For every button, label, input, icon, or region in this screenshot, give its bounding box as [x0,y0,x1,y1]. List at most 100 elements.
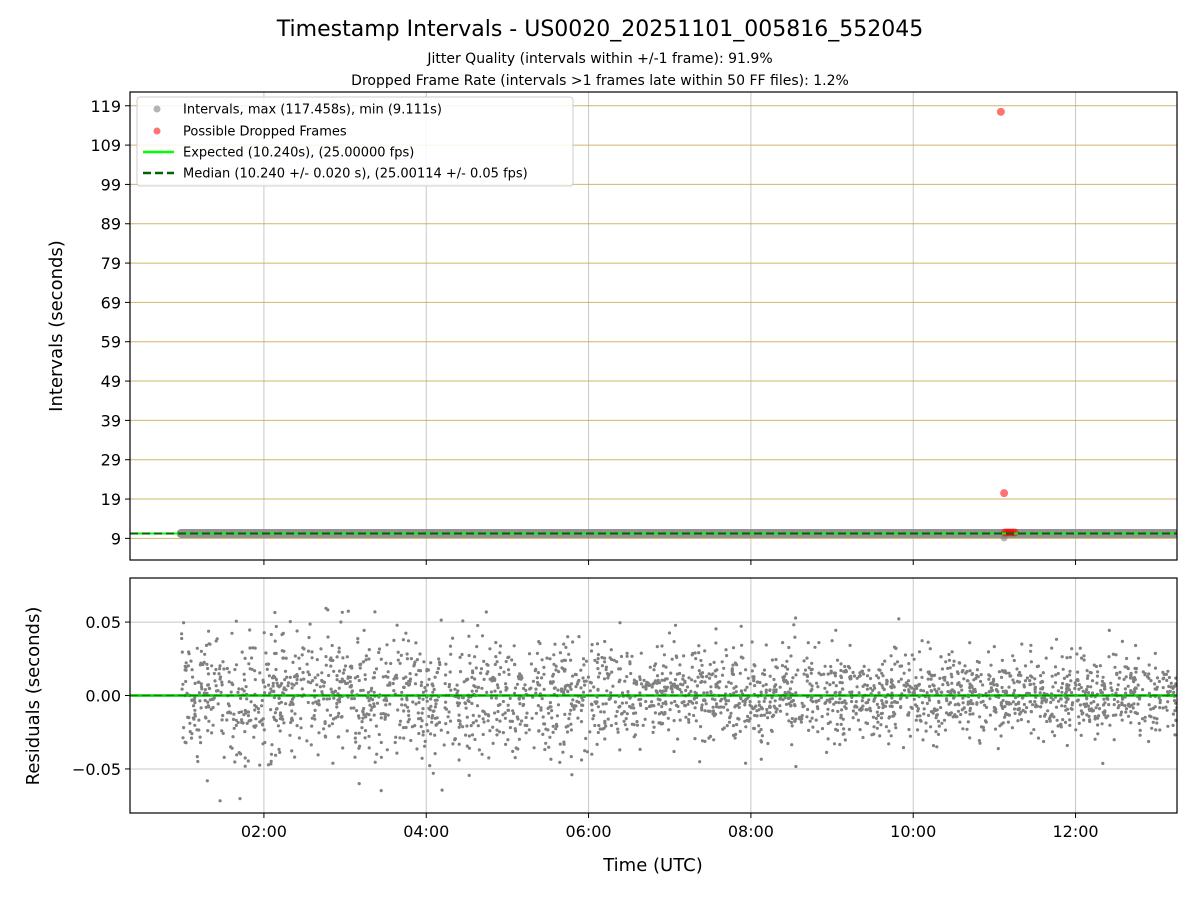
residual-point [1119,710,1124,714]
residual-point [737,701,741,706]
residual-point [675,655,679,660]
residual-point [574,673,578,677]
residual-point [408,672,412,676]
residual-point [386,670,390,674]
residual-point [242,678,247,682]
residual-point [366,696,370,700]
residual-point [875,726,879,730]
residual-point [683,704,688,708]
residual-point [840,701,844,705]
residual-point [934,730,938,734]
residual-point [681,674,685,678]
residual-point [632,678,637,682]
residual-point [1088,719,1092,724]
residual-point [1001,721,1005,725]
residual-point [803,668,808,672]
residual-point [1158,728,1162,732]
residual-point [844,668,848,673]
residual-point [1114,691,1118,695]
residual-point [377,647,382,651]
residual-point [198,699,202,703]
residual-point [760,713,764,718]
residual-point [498,644,503,648]
residual-point [310,716,314,720]
residual-point [331,717,336,721]
residual-point [935,745,939,749]
residual-point [1067,688,1072,692]
residual-point [634,711,638,715]
residual-point [592,685,596,689]
residual-point [726,708,730,712]
residual-point [697,651,701,655]
residual-point [428,708,432,712]
residual-point [989,663,993,667]
residual-point [340,610,344,614]
residual-point [770,715,775,719]
residual-point [435,671,439,675]
residual-point [847,727,852,732]
residual-point [1003,715,1007,719]
residual-point [813,645,817,649]
residual-point [1069,679,1073,683]
residual-point [1056,671,1060,676]
residual-point [479,671,483,675]
residual-point [338,697,342,701]
residual-point [890,696,894,700]
residual-point [265,667,269,672]
residual-point [264,662,269,666]
residual-point [1070,691,1074,695]
residual-point [470,689,474,693]
residual-point [280,633,284,637]
residual-point [474,719,478,723]
residual-point [738,729,742,734]
residual-point [325,697,329,701]
residual-point [1023,664,1028,668]
residual-point [189,736,194,740]
residual-point [495,717,499,722]
residual-point [290,686,294,690]
residual-point [641,723,645,728]
residual-point [425,723,429,727]
residual-point [880,711,885,715]
residual-point [292,683,296,687]
residual-point [327,673,331,678]
residual-point [910,686,914,690]
residual-point [834,700,838,705]
residual-point [379,755,383,759]
residual-point [682,700,686,704]
residual-point [877,681,882,686]
residual-point [1082,654,1086,658]
residual-point [893,722,897,726]
residual-point [385,748,389,752]
residual-point [800,701,804,706]
residual-point [421,730,425,734]
residual-point [238,797,242,801]
residual-point [810,661,814,665]
residual-point [230,681,234,685]
residual-point [552,662,556,666]
residual-point [542,672,546,676]
residual-point [1028,683,1032,687]
residual-point [421,707,425,711]
residual-point [511,711,516,716]
residual-point [471,721,475,725]
residual-point [556,688,560,692]
residual-point [915,686,919,691]
residual-point [581,698,585,702]
residual-point [868,676,873,681]
residual-point [635,723,640,727]
residual-point [297,736,301,740]
residual-point [461,725,465,729]
residual-point [707,736,711,740]
residual-point [770,658,775,662]
residual-point [699,658,703,663]
residual-point [243,764,247,768]
residual-point [499,690,503,694]
residual-point [420,711,424,715]
residual-point [307,673,311,677]
residual-point [1082,658,1086,662]
residual-point [276,724,280,728]
residual-point [652,668,656,672]
residual-point [687,712,691,716]
residual-point [542,722,546,726]
